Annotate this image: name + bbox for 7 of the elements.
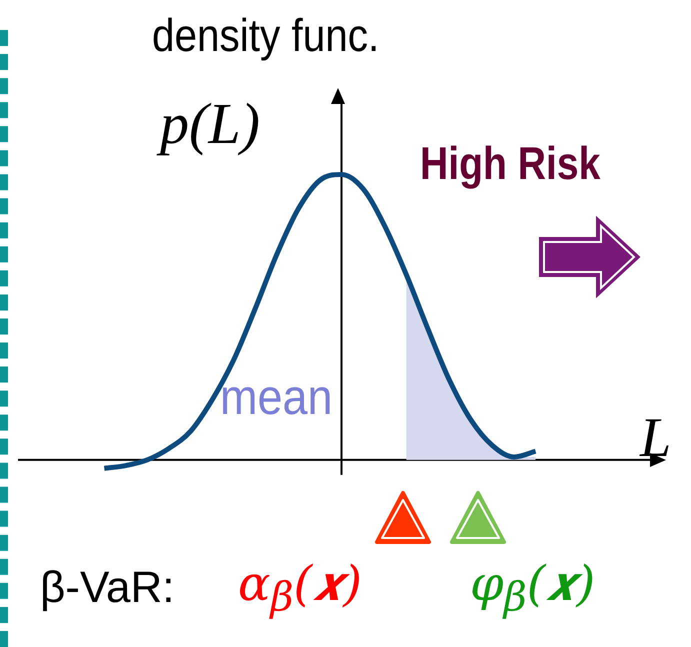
text: β-VaR:: [40, 563, 175, 612]
text: α$_{β}$(𝒙): [238, 556, 362, 621]
annotation: mean: [220, 369, 333, 425]
x-axis-title: L: [640, 407, 672, 469]
text: φ$_{β}$(𝒙): [470, 556, 596, 621]
annotation: High Risk: [420, 137, 600, 189]
chart-title: density func.: [152, 9, 380, 61]
